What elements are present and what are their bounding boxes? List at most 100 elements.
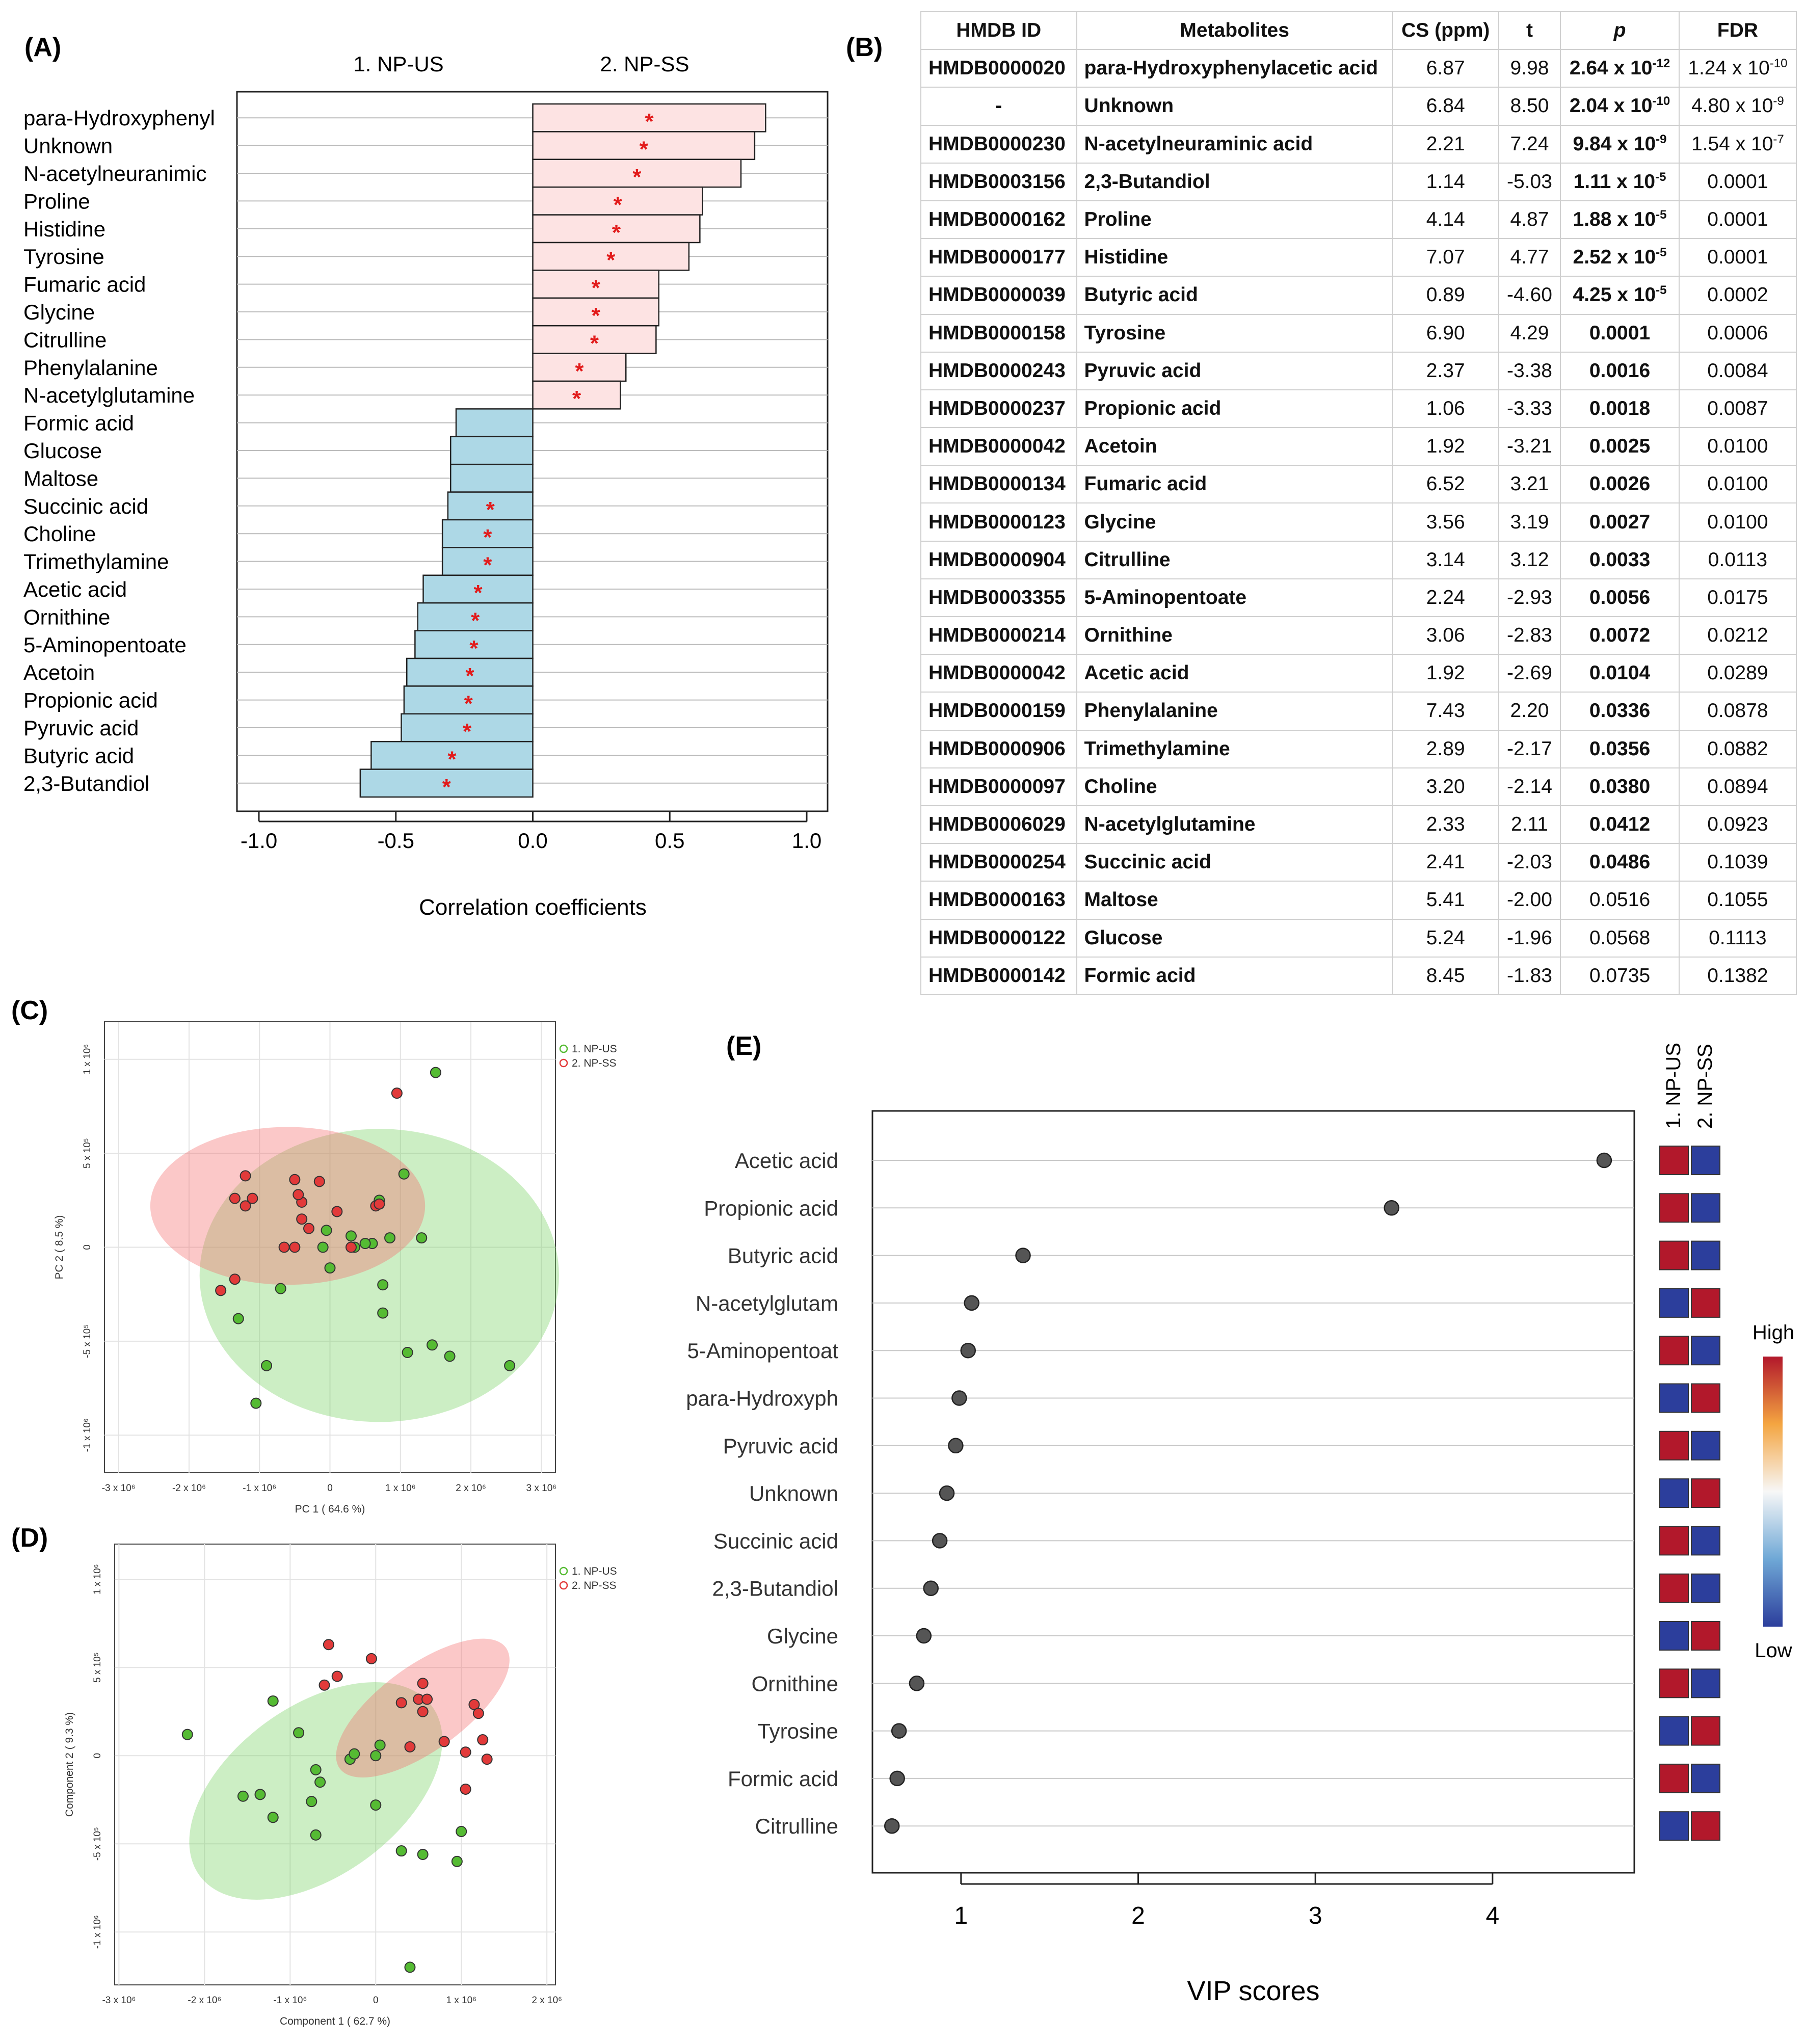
table-cell: 7.24 (1498, 124, 1561, 164)
bar-a (532, 297, 659, 327)
table-cell: 4.29 (1498, 313, 1561, 353)
data-point-c-group1 (317, 1241, 329, 1253)
table-cell: -3.38 (1498, 351, 1561, 390)
data-point-c-group1 (377, 1307, 389, 1319)
heat-cell-high (1691, 1288, 1720, 1318)
table-cell: 2.24 (1392, 578, 1499, 618)
table-cell-exponent: -5 (1656, 283, 1667, 298)
table-cell: HMDB0003355 (920, 578, 1077, 618)
table-cell: -2.03 (1498, 843, 1561, 882)
table-cell: 5.41 (1392, 881, 1499, 920)
bar-a (532, 158, 742, 188)
table-cell: 0.0001 (1678, 200, 1797, 240)
bar-a (532, 380, 621, 410)
table-cell: -2.14 (1498, 767, 1561, 806)
x-tick-label-e: 3 (1309, 1902, 1322, 1929)
table-cell: -5.03 (1498, 162, 1561, 201)
data-point-d-group1 (370, 1799, 382, 1811)
table-row: HMDB0000162 Proline 4.14 4.87 1.88 x 10-5 0.0… (920, 200, 1797, 240)
table-cell: 4.80 x 10-9 (1678, 87, 1797, 126)
table-cell: Maltose (1076, 881, 1393, 920)
category-label-e: Glycine (767, 1624, 838, 1648)
table-cell: Citrulline (1076, 540, 1393, 579)
table-header-cell: FDR (1678, 11, 1797, 50)
panel-label-e: (E) (726, 1031, 761, 1061)
table-row: HMDB0006029 N-acetylglutamine 2.33 2.11 0.04… (920, 805, 1797, 844)
table-cell: HMDB0000097 (920, 767, 1077, 806)
table-row: HMDB0000159 Phenylalanine 7.43 2.20 0.0336 0.… (920, 692, 1797, 731)
table-cell: 4.87 (1498, 200, 1561, 240)
table-cell: 3.14 (1392, 540, 1499, 579)
table-cell: 7.43 (1392, 692, 1499, 731)
table-cell-exponent: -5 (1655, 170, 1666, 184)
panel-c-pca-plot: -3 x 10⁶ -2 x 10⁶ -1 x 10⁶ 0 1 x 10⁶ 2 x 10⁶ 3… (54, 1021, 617, 1515)
heat-cell-high (1691, 1716, 1720, 1746)
table-cell: 0.0104 (1560, 654, 1680, 693)
table-cell: Unknown (1076, 87, 1393, 126)
table-row: HMDB0000042 Acetoin 1.92 -3.21 0.0025 0.0100 (920, 427, 1797, 466)
table-cell: 2,3-Butandiol (1076, 162, 1393, 201)
significance-star: * (645, 109, 654, 134)
significance-star: * (471, 608, 480, 633)
data-point-d-group1 (306, 1796, 317, 1808)
table-cell: 8.50 (1498, 87, 1561, 126)
significance-star: * (464, 692, 473, 716)
data-point-d-group1 (404, 1961, 416, 1973)
table-cell: 1.11 x 10-5 (1560, 162, 1680, 201)
heat-cell-low (1691, 1336, 1720, 1366)
table-cell: HMDB0000020 (920, 49, 1077, 88)
y-tick-label-c: 0 (82, 1244, 93, 1250)
data-point-d-group2 (318, 1679, 330, 1691)
significance-star: * (442, 775, 452, 800)
table-cell: 0.89 (1392, 276, 1499, 315)
table-cell: 3.19 (1498, 502, 1561, 542)
table-cell: 6.87 (1392, 49, 1499, 88)
data-point-c-group2 (345, 1241, 357, 1253)
category-label-a: Glucose (23, 439, 102, 463)
table-cell: 1.24 x 10-10 (1678, 49, 1797, 88)
table-row: HMDB0000097 Choline 3.20 -2.14 0.0380 0.0894 (920, 767, 1797, 806)
vip-point (909, 1676, 925, 1691)
data-point-c-group1 (324, 1262, 336, 1274)
data-point-c-group1 (345, 1230, 357, 1242)
vip-point (964, 1295, 979, 1311)
bar-a (414, 630, 534, 659)
data-point-c-group2 (293, 1189, 304, 1201)
table-row: HMDB0000243 Pyruvic acid 2.37 -3.38 0.0016 0.… (920, 351, 1797, 390)
table-cell: N-acetylglutamine (1076, 805, 1393, 844)
category-label-a: Maltose (23, 466, 98, 490)
category-label-e: 5-Aminopentoat (687, 1339, 838, 1363)
table-cell: 0.0356 (1560, 729, 1680, 768)
column-label-a-1: 1. NP-US (353, 52, 443, 76)
table-cell: 0.0006 (1678, 313, 1797, 353)
table-cell: 0.0894 (1678, 767, 1797, 806)
table-cell: HMDB0003156 (920, 162, 1077, 201)
table-row: HMDB0000214 Ornithine 3.06 -2.83 0.0072 0.021… (920, 616, 1797, 655)
table-cell: Acetoin (1076, 427, 1393, 466)
vip-point (923, 1580, 939, 1596)
x-axis-title-c: PC 1 ( 64.6 %) (295, 1503, 365, 1515)
heat-cell-high (1659, 1240, 1689, 1270)
x-tick-label-c: -3 x 10⁶ (102, 1483, 136, 1494)
heat-cell-high (1659, 1430, 1689, 1461)
heat-cell-low (1691, 1146, 1720, 1175)
heat-cell-low (1659, 1478, 1689, 1508)
vip-point (891, 1723, 907, 1739)
bar-a (450, 436, 534, 465)
x-tick-label-a: 0.5 (655, 829, 684, 853)
heat-cell-low (1691, 1240, 1720, 1270)
table-cell: 0.0113 (1678, 540, 1797, 579)
data-point-d-group1 (267, 1812, 279, 1823)
table-cell: Formic acid (1076, 956, 1393, 995)
category-label-a: Acetic acid (23, 577, 127, 601)
table-cell: para-Hydroxyphenylacetic acid (1076, 49, 1393, 88)
category-label-e: Tyrosine (757, 1719, 838, 1743)
data-point-c-group1 (250, 1397, 262, 1409)
heat-cell-high (1691, 1383, 1720, 1413)
x-tick-label-e: 4 (1486, 1902, 1500, 1929)
heat-cell-high (1659, 1193, 1689, 1223)
table-cell: 3.06 (1392, 616, 1499, 655)
category-label-a: Formic acid (23, 411, 134, 435)
y-tick-label-d: -1 x 10⁶ (92, 1915, 103, 1949)
table-row: HMDB0000122 Glucose 5.24 -1.96 0.0568 0.1113 (920, 918, 1797, 958)
